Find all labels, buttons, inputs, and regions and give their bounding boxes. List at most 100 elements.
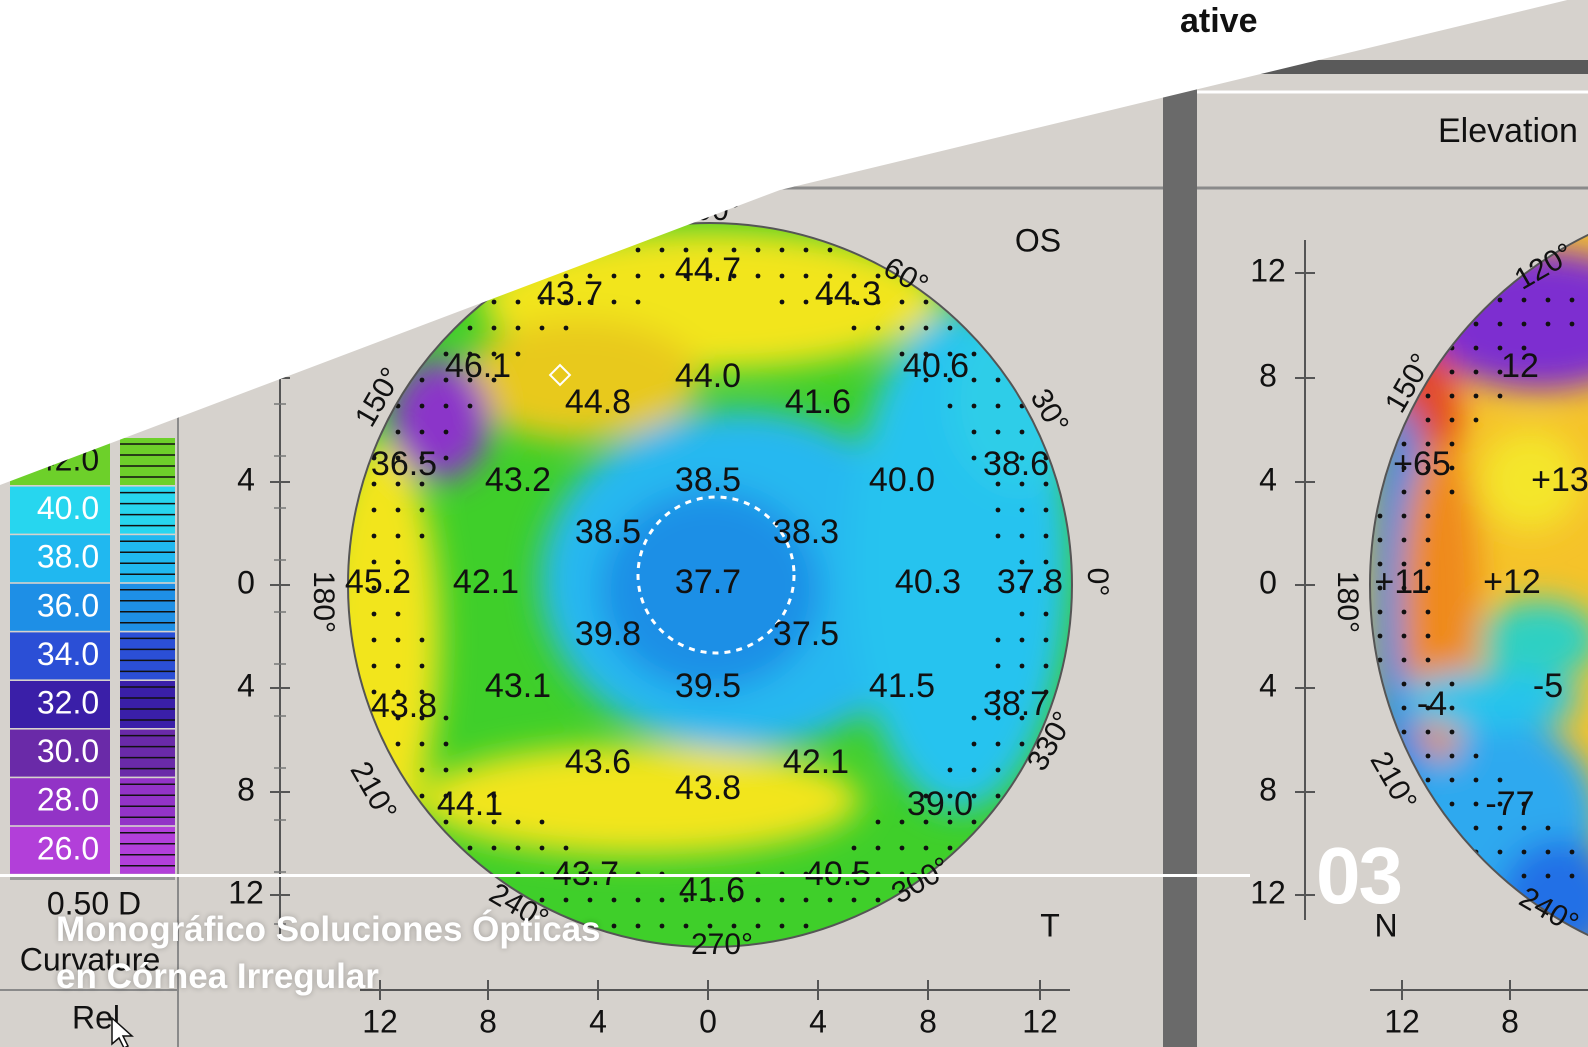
y-tick-label: 8 [1259,771,1277,807]
legend-entry: 32.0 [10,681,175,728]
curvature-value: 39.5 [675,667,741,705]
x-tick-label: 12 [362,1003,398,1039]
curvature-value: 36.5 [371,445,437,483]
elevation-values: 12 +13 +65 +11 +12 -5 -4 -77 [1374,347,1588,823]
curvature-value: 44.7 [675,251,741,289]
right-x-axis: 12 8 [1370,980,1588,1039]
right-y-axis: 12 8 4 0 4 8 12 [1250,240,1315,920]
y-tick-label: 4 [237,667,255,703]
curvature-value: 44.8 [565,383,631,421]
scale-step-label: 0.50 D [47,885,141,921]
curvature-value: 40.5 [805,855,871,893]
legend-entry: 26.0 [10,826,175,874]
overlay-divider [0,874,1250,877]
x-tick-label: 8 [1501,1003,1519,1039]
legend-value: 28.0 [37,782,99,818]
legend-value: 26.0 [37,830,99,866]
elevation-value: +65 [1393,445,1451,483]
y-tick-label: 4 [1259,667,1277,703]
monograph-title-line1: Monográfico Soluciones Ópticas [56,910,601,949]
mode-label[interactable]: Curvature [20,941,161,977]
x-tick-label: 0 [699,1003,717,1039]
curvature-value: 44.1 [437,785,503,823]
curvature-value: 43.7 [553,855,619,893]
eye-label: OS [1015,222,1061,258]
curvature-value: 42.1 [783,743,849,781]
monograph-title: Monográfico Soluciones Ópticas en Córnea… [56,906,676,1000]
degree-label: 180° [307,571,340,633]
legend-entry: 36.0 [10,583,175,631]
legend-value: 36.0 [37,587,99,623]
legend-value: 38.0 [37,539,99,575]
right-panel-title: Elevation [1438,112,1578,150]
temporal-label: T [1040,907,1060,943]
curvature-value: 40.3 [895,563,961,601]
y-tick-label: 8 [237,771,255,807]
color-scale-legend: 42.040.038.036.034.032.030.028.026.0 [10,438,175,880]
curvature-value: 43.8 [371,687,437,725]
curvature-value: 38.5 [675,461,741,499]
y-tick-label: 12 [1250,252,1286,288]
y-tick-label: 0 [237,564,255,600]
y-tick-label: 0 [1259,564,1277,600]
degree-label: 0° [1081,568,1114,597]
nasal-label: N [1374,907,1397,943]
curvature-value: 37.7 [675,563,741,601]
legend-value: 32.0 [37,684,99,720]
white-diagonal-overlay [0,0,1588,485]
elevation-value: +11 [1374,563,1429,601]
curvature-map[interactable] [320,220,1090,960]
panel-divider [1163,74,1197,1047]
cursor-marker [548,363,572,387]
curvature-value: 43.6 [565,743,631,781]
x-tick-label: 4 [809,1003,827,1039]
legend-value: 40.0 [37,490,99,526]
legend-entry: 28.0 [10,778,175,826]
curvature-value: 40.6 [903,347,969,385]
curvature-value: 43.2 [485,461,551,499]
curvature-value: 37.8 [997,563,1063,601]
legend-entry: 38.0 [10,535,175,583]
elevation-value: +13 [1531,461,1588,499]
curvature-value: 38.6 [983,445,1049,483]
curvature-value: 41.5 [869,667,935,705]
curvature-value: 41.6 [679,871,745,909]
measurement-dots [371,247,1049,929]
curvature-value: 44.0 [675,357,741,395]
pupil-outline [636,495,796,655]
curvature-value: 38.7 [983,685,1049,723]
elevation-value: 12 [1501,347,1539,385]
x-tick-label: 12 [1384,1003,1420,1039]
monograph-title-line2: en Córnea Irregular [56,957,379,996]
elevation-value: -77 [1485,785,1534,823]
degree-label: 180° [1331,571,1364,633]
legend-value: 34.0 [37,636,99,672]
header-title-visible: ative [1180,2,1258,40]
x-tick-label: 8 [919,1003,937,1039]
curvature-value: 39.8 [575,615,641,653]
curvature-value: 43.7 [537,275,603,313]
y-tick-label: 12 [1250,874,1286,910]
curvature-value: 37.5 [773,615,839,653]
curvature-value: 40.0 [869,461,935,499]
x-tick-label: 8 [479,1003,497,1039]
legend-value: 30.0 [37,733,99,769]
x-tick-label: 12 [1022,1003,1058,1039]
degree-label: 270° [691,928,753,961]
legend-entry: 40.0 [10,486,175,534]
elevation-value: -4 [1417,685,1447,723]
y-tick-label: 4 [237,461,255,497]
mouse-pointer-icon [111,1016,134,1047]
curvature-value: 46.1 [445,347,511,385]
curvature-value: 39.0 [907,785,973,823]
curvature-value: 38.3 [773,513,839,551]
chapter-number: 03 [1316,831,1403,920]
y-tick-label: 12 [228,874,264,910]
curvature-value: 43.8 [675,769,741,807]
curvature-value: 41.6 [785,383,851,421]
curvature-value: 43.1 [485,667,551,705]
curvature-values: 43.7 44.7 44.3 46.1 44.0 40.6 44.8 41.6 36.5 43.2… [345,251,1063,909]
legend-entry: 34.0 [10,632,175,680]
curvature-value: 44.3 [815,275,881,313]
